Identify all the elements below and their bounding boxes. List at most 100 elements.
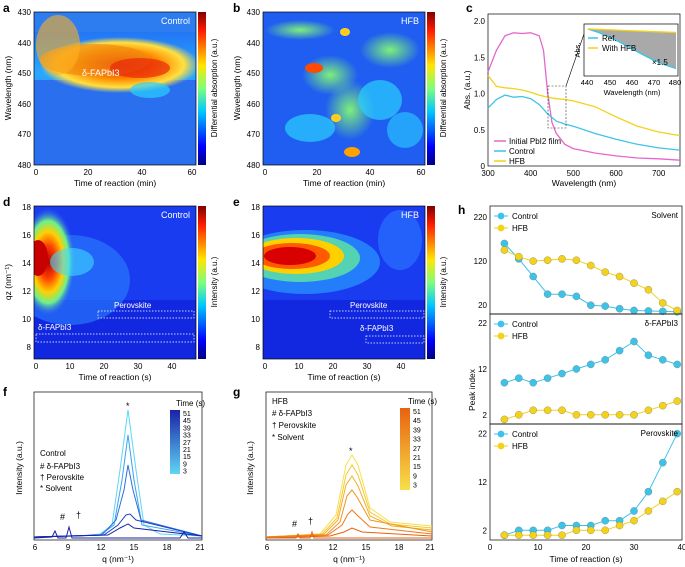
data-point [529,531,537,539]
ytick: 18 [251,203,260,212]
legend-item: HFB [512,224,528,233]
delta-box [365,335,425,344]
h-subplot-h3: 2 12 22 Control HFB Perovskite 0 10 20 30 40 [478,423,685,552]
spectrum-line [33,464,203,538]
legend-marker [497,442,505,450]
xtick: 0 [34,362,39,371]
ytick: 430 [18,8,32,17]
xtick: 40 [397,362,406,371]
ytick: 220 [474,213,488,222]
legend-label: 27 [183,440,191,447]
data-point [572,526,581,535]
legend-label: 51 [413,409,421,416]
xtick: 15 [362,543,371,552]
data-point [644,406,653,414]
data-point [572,292,581,301]
data-point [630,516,638,525]
data-point [601,411,609,419]
xtick: 300 [481,169,495,178]
panel-c-series [487,32,681,161]
data-point [659,356,667,364]
xtick: 20 [84,168,93,177]
key-item: # δ-FAPbI3 [40,462,81,471]
data-point [659,401,667,410]
legend-marker [497,320,505,328]
colorbar-a [198,12,206,165]
g-spectra [265,454,433,539]
heatmap-d [34,206,196,359]
data-point [601,356,609,364]
g-title: HFB [272,397,288,406]
panel-f-xlabel: q (nm⁻¹) [102,554,134,564]
data-point [673,397,681,405]
inset-series [587,28,677,70]
g-star-marker: * [349,446,353,456]
xtick: 30 [134,362,143,371]
panel-c: c 300 400 500 600 700 0 0.5 1.0 1.5 2.0 Wavelengt… [462,1,681,188]
xtick: 0 [488,543,493,552]
panel-g-xticks: 6 9 12 15 18 21 [265,543,435,552]
xtick: 40 [678,543,685,552]
legend-label: 45 [413,418,421,425]
series-line [487,75,681,137]
xtick: 60 [417,168,426,177]
f-spectra [33,409,203,539]
f-legend-title: Time (s) [176,399,205,408]
panel-d-xticks: 0 10 20 30 40 [34,362,177,371]
h-axes [489,313,683,425]
data-point [644,286,653,294]
panel-letter-b: b [233,1,240,15]
ytick: 0.5 [474,126,486,135]
ytick: 470 [247,130,261,139]
panel-letter-g: g [233,385,240,399]
ytick: 16 [251,231,260,240]
panel-f: f # † * Control # δ-FAPbI3 † Perovskite … [3,385,205,564]
data-point [543,531,552,539]
panel-a-xlabel: Time of reaction (min) [74,178,157,188]
ytick: 12 [251,287,260,296]
key-item: # δ-FAPbI3 [272,409,313,418]
spectrum-line [33,523,203,538]
xtick: 15 [130,543,139,552]
f-title: Control [40,449,66,458]
data-point [630,337,638,346]
data-point [500,531,509,539]
ytick: 20 [478,301,487,310]
perovskite-box [97,310,195,319]
xtick: 40 [168,362,177,371]
data-point [515,374,523,382]
inset-line [587,28,677,70]
ytick: 2 [483,526,488,535]
ytick: 480 [18,161,32,170]
ytick: 1.5 [474,53,486,62]
ytick: 480 [247,161,261,170]
data-point [558,255,566,263]
ytick: 450 [247,69,261,78]
ytick: 8 [256,343,261,352]
data-point [515,411,523,419]
panel-b-xticks: 0 20 40 60 [263,168,426,177]
series-line [504,433,678,536]
xtick: 6 [265,543,270,552]
ytick: 440 [247,39,261,48]
g-legend-ramp [400,408,410,490]
panel-f-ylabel: Intensity (a.u.) [14,441,24,495]
ytick: 18 [22,203,31,212]
legend-marker [497,212,505,220]
panel-b-cbar-label: Differential absorption (a.u.) [439,38,448,137]
legend-item: Control [512,320,538,329]
panel-a-cbar-label: Differential absorption (a.u.) [210,38,219,137]
xtick: 30 [630,543,639,552]
xtick: 12 [329,543,338,552]
data-point [543,290,552,298]
panel-a-ylabel: Wavelength (nm) [3,56,13,121]
data-point [529,272,537,281]
panel-letter-h: h [458,203,465,217]
heatmap-b [263,12,425,165]
key-item: † Perovskite [272,421,317,430]
panel-g-ylabel: Intensity (a.u.) [245,441,255,495]
key-item: * Solvent [272,433,305,442]
